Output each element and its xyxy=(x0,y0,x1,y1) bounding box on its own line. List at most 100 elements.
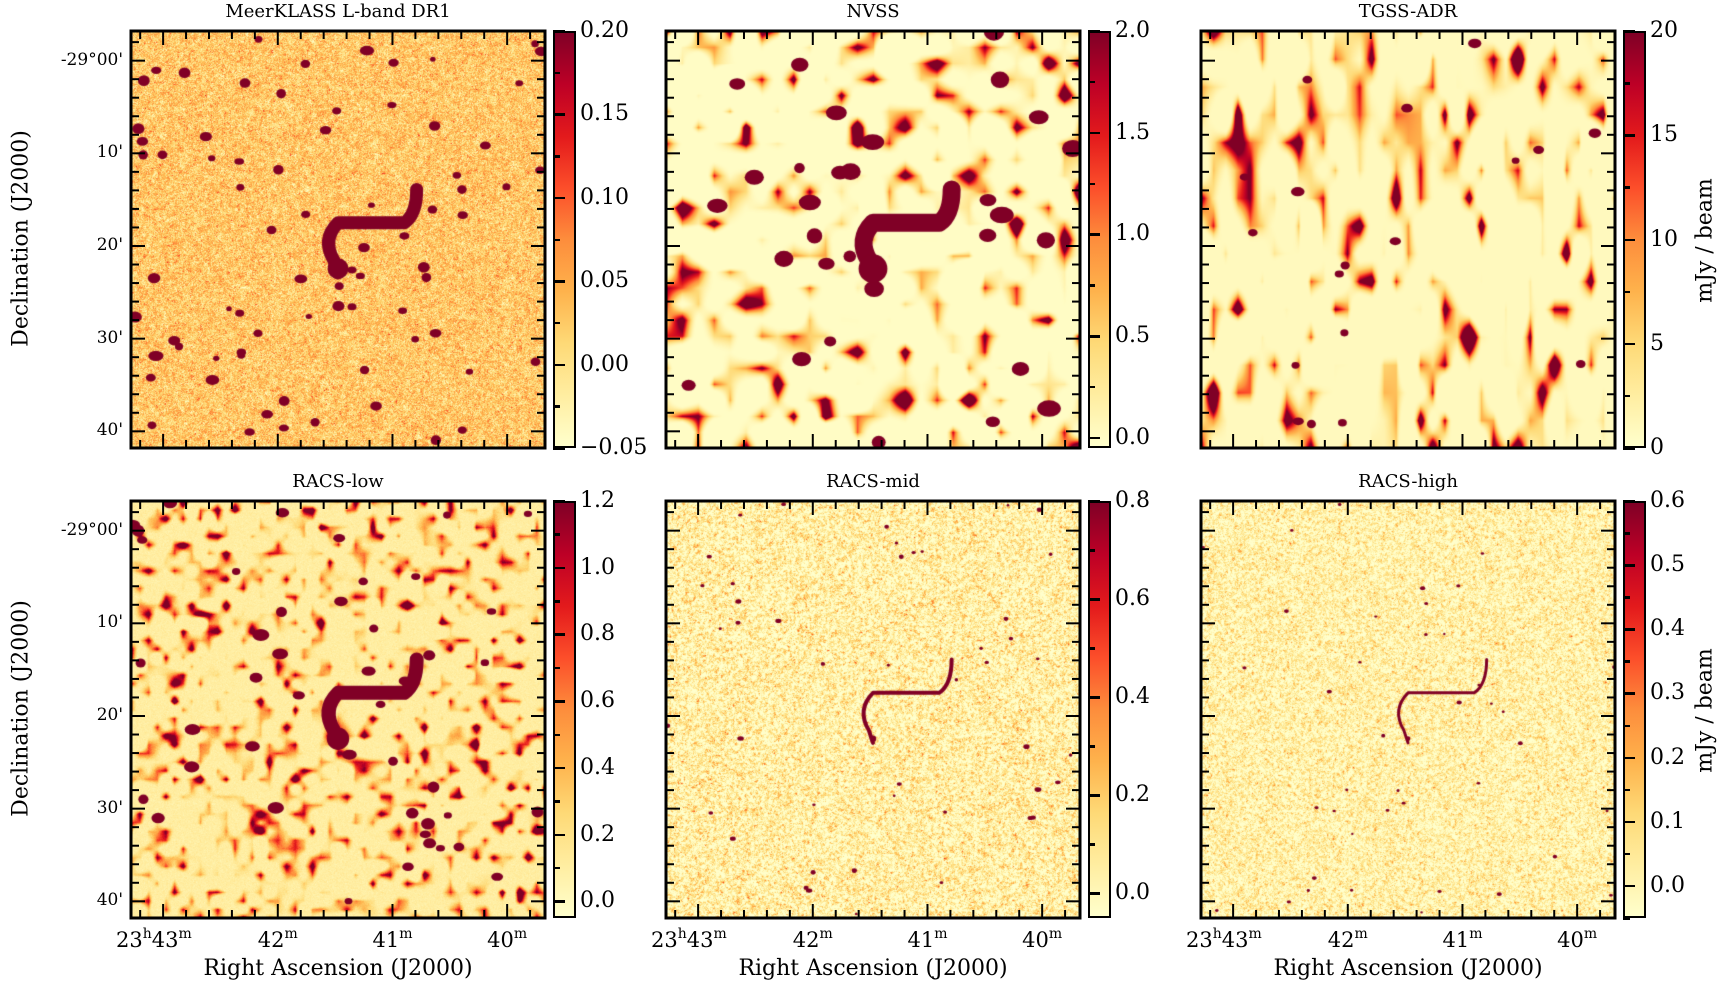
colorbar-tick xyxy=(1623,134,1635,137)
colorbar-tick-label: 0.6 xyxy=(1115,586,1150,612)
colorbar-tick xyxy=(1623,394,1630,398)
panel-title: RACS-low xyxy=(292,471,384,492)
colorbar-tick xyxy=(1088,131,1100,135)
y-tick-label: 10' xyxy=(96,612,123,633)
colorbar-tick xyxy=(1623,82,1630,85)
colorbar-tick xyxy=(1088,80,1095,84)
colorbar-tick-label: 0.6 xyxy=(580,688,615,714)
x-tick-label: 42m xyxy=(1327,926,1368,952)
colorbar-tick xyxy=(553,238,560,241)
colorbar-tick xyxy=(1088,30,1100,33)
colorbar-tick-label: 0.0 xyxy=(580,888,615,914)
x-tick-label: 23h43m xyxy=(1186,926,1262,952)
colorbar-tick-label: 20 xyxy=(1650,18,1678,43)
y-axis-label: Declination (J2000) xyxy=(8,599,34,817)
colorbar-tick xyxy=(1623,596,1630,599)
colorbar-tick xyxy=(1623,788,1630,792)
colorbar-tick-label: 0.4 xyxy=(1650,616,1685,642)
colorbar-tick xyxy=(1623,238,1635,241)
colorbar-tick-label: 0.8 xyxy=(1115,488,1150,513)
panel-title: MeerKLASS L-band DR1 xyxy=(225,1,451,22)
colorbar-tick xyxy=(1088,647,1095,650)
colorbar-tick xyxy=(1623,628,1635,631)
colorbar-tick xyxy=(553,280,565,283)
colorbar-tick xyxy=(1623,756,1635,760)
colorbar-tick-label: 0.1 xyxy=(1650,808,1685,834)
axes-frame xyxy=(1199,29,1617,450)
colorbar-tick-label: 0.10 xyxy=(580,184,629,210)
colorbar-tick-label: 1.2 xyxy=(580,488,615,513)
colorbar-tick xyxy=(553,363,565,367)
colorbar-tick xyxy=(553,600,560,603)
axes-border xyxy=(1199,29,1617,450)
colorbar-tick xyxy=(1088,182,1095,186)
y-tick-label: -29°00' xyxy=(60,49,123,70)
colorbar-tick xyxy=(1088,598,1100,601)
colorbar-tick xyxy=(1623,724,1630,728)
map-panel-meerklass-l-band-dr1: MeerKLASS L-band DR1 -29°00' 10' 20' 30' 40' D… xyxy=(9,1,547,450)
axes-border xyxy=(664,499,1082,920)
colorbar-tick xyxy=(1623,820,1635,824)
axes-frame xyxy=(1199,499,1617,920)
radio-intensity-map xyxy=(666,31,1080,448)
x-tick-label: 41m xyxy=(907,926,948,952)
x-tick-label: 42m xyxy=(792,926,833,952)
colorbar-tick xyxy=(1088,892,1100,895)
colorbar-tick xyxy=(1623,692,1635,695)
colorbar-tick xyxy=(1088,794,1100,797)
colorbar-tick xyxy=(553,321,560,325)
axes-border xyxy=(129,499,547,920)
colorbar-tick xyxy=(553,866,560,870)
colorbar-tick xyxy=(1623,884,1635,888)
colorbar-tick xyxy=(553,155,560,158)
radio-intensity-map xyxy=(1201,31,1615,448)
x-tick-label: 23h43m xyxy=(651,926,727,952)
panel-title: RACS-high xyxy=(1358,471,1458,492)
colorbar-tick-label: 0.05 xyxy=(580,268,629,294)
x-tick-label: 40m xyxy=(1022,926,1063,952)
colorbar-tick-label: 0.20 xyxy=(580,18,629,43)
colorbar-tick-label: 0.8 xyxy=(580,621,615,647)
colorbar-tick xyxy=(1088,549,1095,552)
map-panel-racs-mid: RACS-mid 23h43m 42m 41m 40m Right Ascension (… xyxy=(651,471,1082,981)
colorbar-tick-label: 1.0 xyxy=(1115,221,1150,247)
x-axis-label: Right Ascension (J2000) xyxy=(203,956,473,981)
colorbar-tick xyxy=(553,766,565,770)
colorbar-tick-label: 5 xyxy=(1650,330,1664,356)
radio-intensity-map xyxy=(666,501,1080,918)
colorbar-tick xyxy=(553,533,560,536)
colorbar-label: mJy / beam xyxy=(1692,647,1718,773)
colorbar-tick xyxy=(1623,532,1630,535)
colorbar-tick xyxy=(1623,186,1630,189)
colorbar-tick xyxy=(1088,385,1095,389)
colorbar-tick xyxy=(553,666,560,670)
colorbar-tick xyxy=(1623,30,1635,33)
axes-frame xyxy=(129,29,547,450)
map-panel-nvss: NVSS xyxy=(664,1,1082,450)
colorbar-tick xyxy=(1623,342,1635,346)
axes-border xyxy=(1199,499,1617,920)
radio-intensity-map xyxy=(1201,501,1615,918)
colorbar-tick-label: 0.5 xyxy=(1115,323,1150,349)
x-tick-label: 41m xyxy=(372,926,413,952)
colorbar-tick-label: −0.05 xyxy=(580,435,648,460)
colorbar: 0 5 10 15 20 mJy / beam xyxy=(1623,20,1718,459)
x-tick-label: 40m xyxy=(1557,926,1598,952)
colorbar-tick xyxy=(553,500,565,503)
colorbar-tick xyxy=(1088,500,1100,503)
x-tick-label: 42m xyxy=(257,926,298,952)
colorbar: −0.05 0.00 0.05 0.10 0.15 0.20 xyxy=(553,20,647,459)
x-tick-label: 41m xyxy=(1442,926,1483,952)
colorbar-tick-label: 0.0 xyxy=(1115,424,1150,450)
axes-frame xyxy=(664,499,1082,920)
axes-frame xyxy=(664,29,1082,450)
colorbar-tick xyxy=(1623,447,1635,450)
radio-intensity-map xyxy=(131,501,545,918)
y-axis-label: Declination (J2000) xyxy=(8,129,34,347)
x-axis-label: Right Ascension (J2000) xyxy=(738,956,1008,981)
colorbar-tick xyxy=(553,833,565,837)
colorbar-tick-label: 0.00 xyxy=(580,351,629,377)
colorbar-tick xyxy=(553,633,565,636)
colorbar-tick xyxy=(1623,500,1635,503)
colorbar-tick-label: 0.6 xyxy=(1650,488,1685,513)
